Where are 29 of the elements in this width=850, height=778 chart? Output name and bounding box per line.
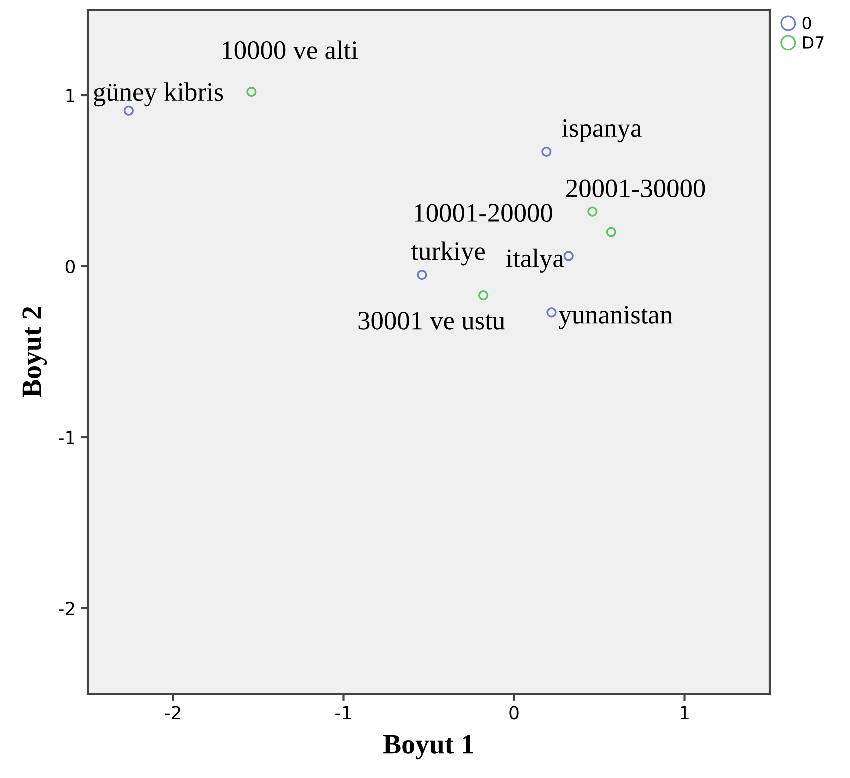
- annotation: turkiye: [411, 242, 486, 266]
- point: [606, 227, 617, 238]
- annotation: 10001-20000: [415, 204, 552, 222]
- legend-label: 0: [802, 16, 812, 30]
- x-axis-title: Boyut 1: [384, 735, 474, 760]
- x-tick-label: -1: [336, 706, 352, 720]
- x-tick-label: 0: [510, 706, 519, 720]
- annotation: yunanistan: [559, 306, 673, 330]
- point: [546, 308, 557, 318]
- y-tick-label: -2: [59, 602, 74, 616]
- annotation: 30001 ve ustu: [358, 312, 506, 330]
- y-tick-label: 0: [66, 260, 75, 274]
- x-tick-label: -2: [165, 706, 180, 720]
- annotation: güney kibris: [94, 82, 224, 107]
- point: [246, 87, 257, 98]
- point: [588, 206, 598, 217]
- point: [564, 251, 574, 262]
- point: [417, 270, 428, 280]
- annotation: 10000 ve alti: [223, 40, 358, 60]
- y-tick-label: 1: [66, 89, 75, 102]
- y-axis-title: Boyut 2: [22, 307, 48, 398]
- x-tick-label: 1: [680, 706, 689, 720]
- annotation: ispanya: [562, 119, 642, 143]
- annotation: 20001-30000: [566, 180, 706, 198]
- annotation: italya: [506, 248, 564, 273]
- point: [478, 290, 489, 301]
- legend-label: D7: [803, 36, 824, 49]
- point: [542, 146, 552, 157]
- y-tick-label: -1: [59, 431, 75, 444]
